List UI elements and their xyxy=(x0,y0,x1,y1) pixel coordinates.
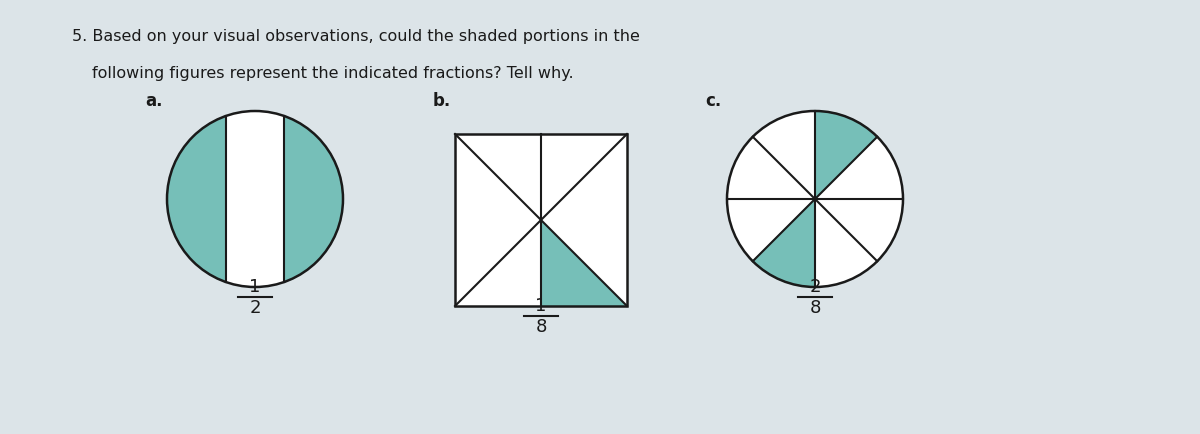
Polygon shape xyxy=(455,134,628,306)
Circle shape xyxy=(167,111,343,287)
Text: 2: 2 xyxy=(250,299,260,317)
Text: 1: 1 xyxy=(535,297,547,315)
Text: following figures represent the indicated fractions? Tell why.: following figures represent the indicate… xyxy=(92,66,574,81)
Text: 8: 8 xyxy=(535,318,547,336)
Text: 5. Based on your visual observations, could the shaded portions in the: 5. Based on your visual observations, co… xyxy=(72,29,640,44)
Polygon shape xyxy=(541,220,628,306)
Text: 8: 8 xyxy=(809,299,821,317)
Text: c.: c. xyxy=(706,92,721,110)
Circle shape xyxy=(727,111,904,287)
Text: b.: b. xyxy=(433,92,451,110)
Polygon shape xyxy=(815,111,877,199)
Polygon shape xyxy=(167,116,226,282)
Text: 2: 2 xyxy=(809,278,821,296)
Text: a.: a. xyxy=(145,92,162,110)
Polygon shape xyxy=(752,199,815,287)
Text: 1: 1 xyxy=(250,278,260,296)
Polygon shape xyxy=(284,116,343,282)
